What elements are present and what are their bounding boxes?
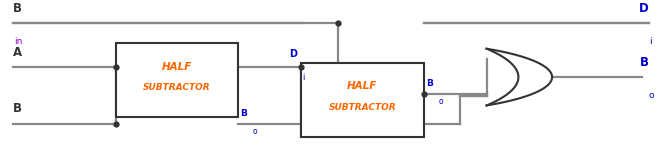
Text: o: o <box>253 127 258 136</box>
Text: i: i <box>303 73 305 82</box>
Text: SUBTRACTOR: SUBTRACTOR <box>328 103 397 112</box>
Text: B: B <box>639 56 649 69</box>
Text: HALF: HALF <box>162 62 192 72</box>
Text: D: D <box>639 2 649 15</box>
Text: B: B <box>13 2 23 15</box>
Bar <box>116 43 238 117</box>
Text: B: B <box>13 102 23 115</box>
Text: D: D <box>289 49 297 59</box>
Text: o: o <box>438 97 443 106</box>
Text: HALF: HALF <box>348 82 377 91</box>
Text: in: in <box>15 37 23 46</box>
Text: A: A <box>13 46 23 59</box>
Text: o: o <box>649 91 654 100</box>
Text: i: i <box>649 37 651 46</box>
Bar <box>301 63 424 137</box>
Text: SUBTRACTOR: SUBTRACTOR <box>143 83 211 92</box>
Text: B: B <box>240 109 247 118</box>
Text: B: B <box>426 79 432 88</box>
